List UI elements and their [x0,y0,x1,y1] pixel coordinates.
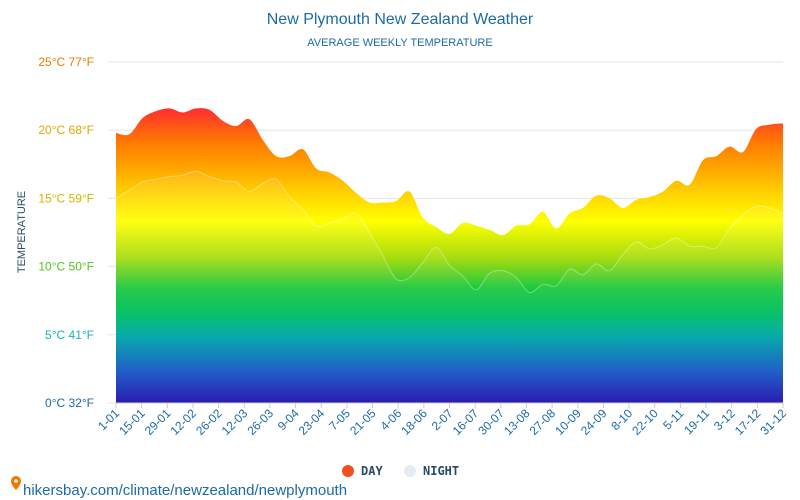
x-tick-label: 10-09 [552,406,584,438]
x-tick-label: 27-08 [527,406,559,438]
legend-night-label: NIGHT [423,464,459,478]
y-tick-label: 20°C 68°F [38,123,94,137]
location-pin-icon [11,476,21,490]
legend-day-marker [342,465,354,477]
x-tick-label: 26-03 [244,406,276,438]
legend: DAY NIGHT [342,464,459,478]
x-tick-label: 18-06 [398,406,430,438]
x-tick-label: 23-04 [296,406,328,438]
x-axis-ticks: 1-0115-0129-0112-0226-0212-0326-039-0423… [95,403,789,438]
legend-item-day[interactable]: DAY [342,464,383,478]
x-tick-label: 19-11 [681,406,712,437]
x-tick-label: 30-07 [475,406,507,438]
y-tick-label: 25°C 77°F [38,55,94,69]
legend-item-night[interactable]: NIGHT [404,464,459,478]
y-tick-label: 10°C 50°F [38,260,94,274]
location-pin-dot [14,479,18,483]
x-tick-label: 21-05 [347,406,379,438]
x-tick-label: 29-01 [142,406,174,438]
x-tick-label: 16-07 [450,406,482,438]
chart-subtitle: AVERAGE WEEKLY TEMPERATURE [307,37,492,49]
y-axis-label: TEMPERATURE [16,191,28,273]
x-tick-label: 24-09 [578,406,610,438]
footer-source[interactable]: hikersbay.com/climate/newzealand/newplym… [11,476,347,499]
y-tick-label: 5°C 41°F [45,328,94,342]
night-series-line [115,170,784,294]
x-tick-label: 31-12 [758,406,790,438]
chart-title: New Plymouth New Zealand Weather [267,11,534,28]
x-tick-label: 12-03 [219,406,251,438]
y-tick-label: 0°C 32°F [45,396,94,410]
x-tick-label: 22-10 [629,406,661,438]
x-tick-label: 15-01 [116,406,148,438]
x-tick-label: 26-02 [193,406,225,438]
footer-source-link[interactable]: hikersbay.com/climate/newzealand/newplym… [23,482,347,499]
y-axis-ticks: 0°C 32°F 5°C 41°F 10°C 50°F 15°C 59°F 20°C 6… [38,55,94,410]
x-tick-label: 17-12 [732,406,764,438]
y-tick-label: 15°C 59°F [38,191,94,205]
x-tick-label: 12-02 [167,406,199,438]
legend-day-label: DAY [361,464,383,478]
x-tick-label: 13-08 [501,406,533,438]
legend-night-marker [404,465,416,477]
night-series-area [116,171,783,403]
